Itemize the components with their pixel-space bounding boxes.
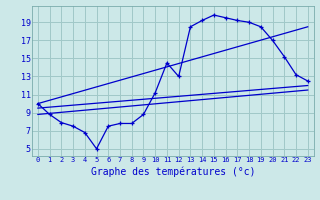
X-axis label: Graphe des températures (°c): Graphe des températures (°c) [91,166,255,177]
